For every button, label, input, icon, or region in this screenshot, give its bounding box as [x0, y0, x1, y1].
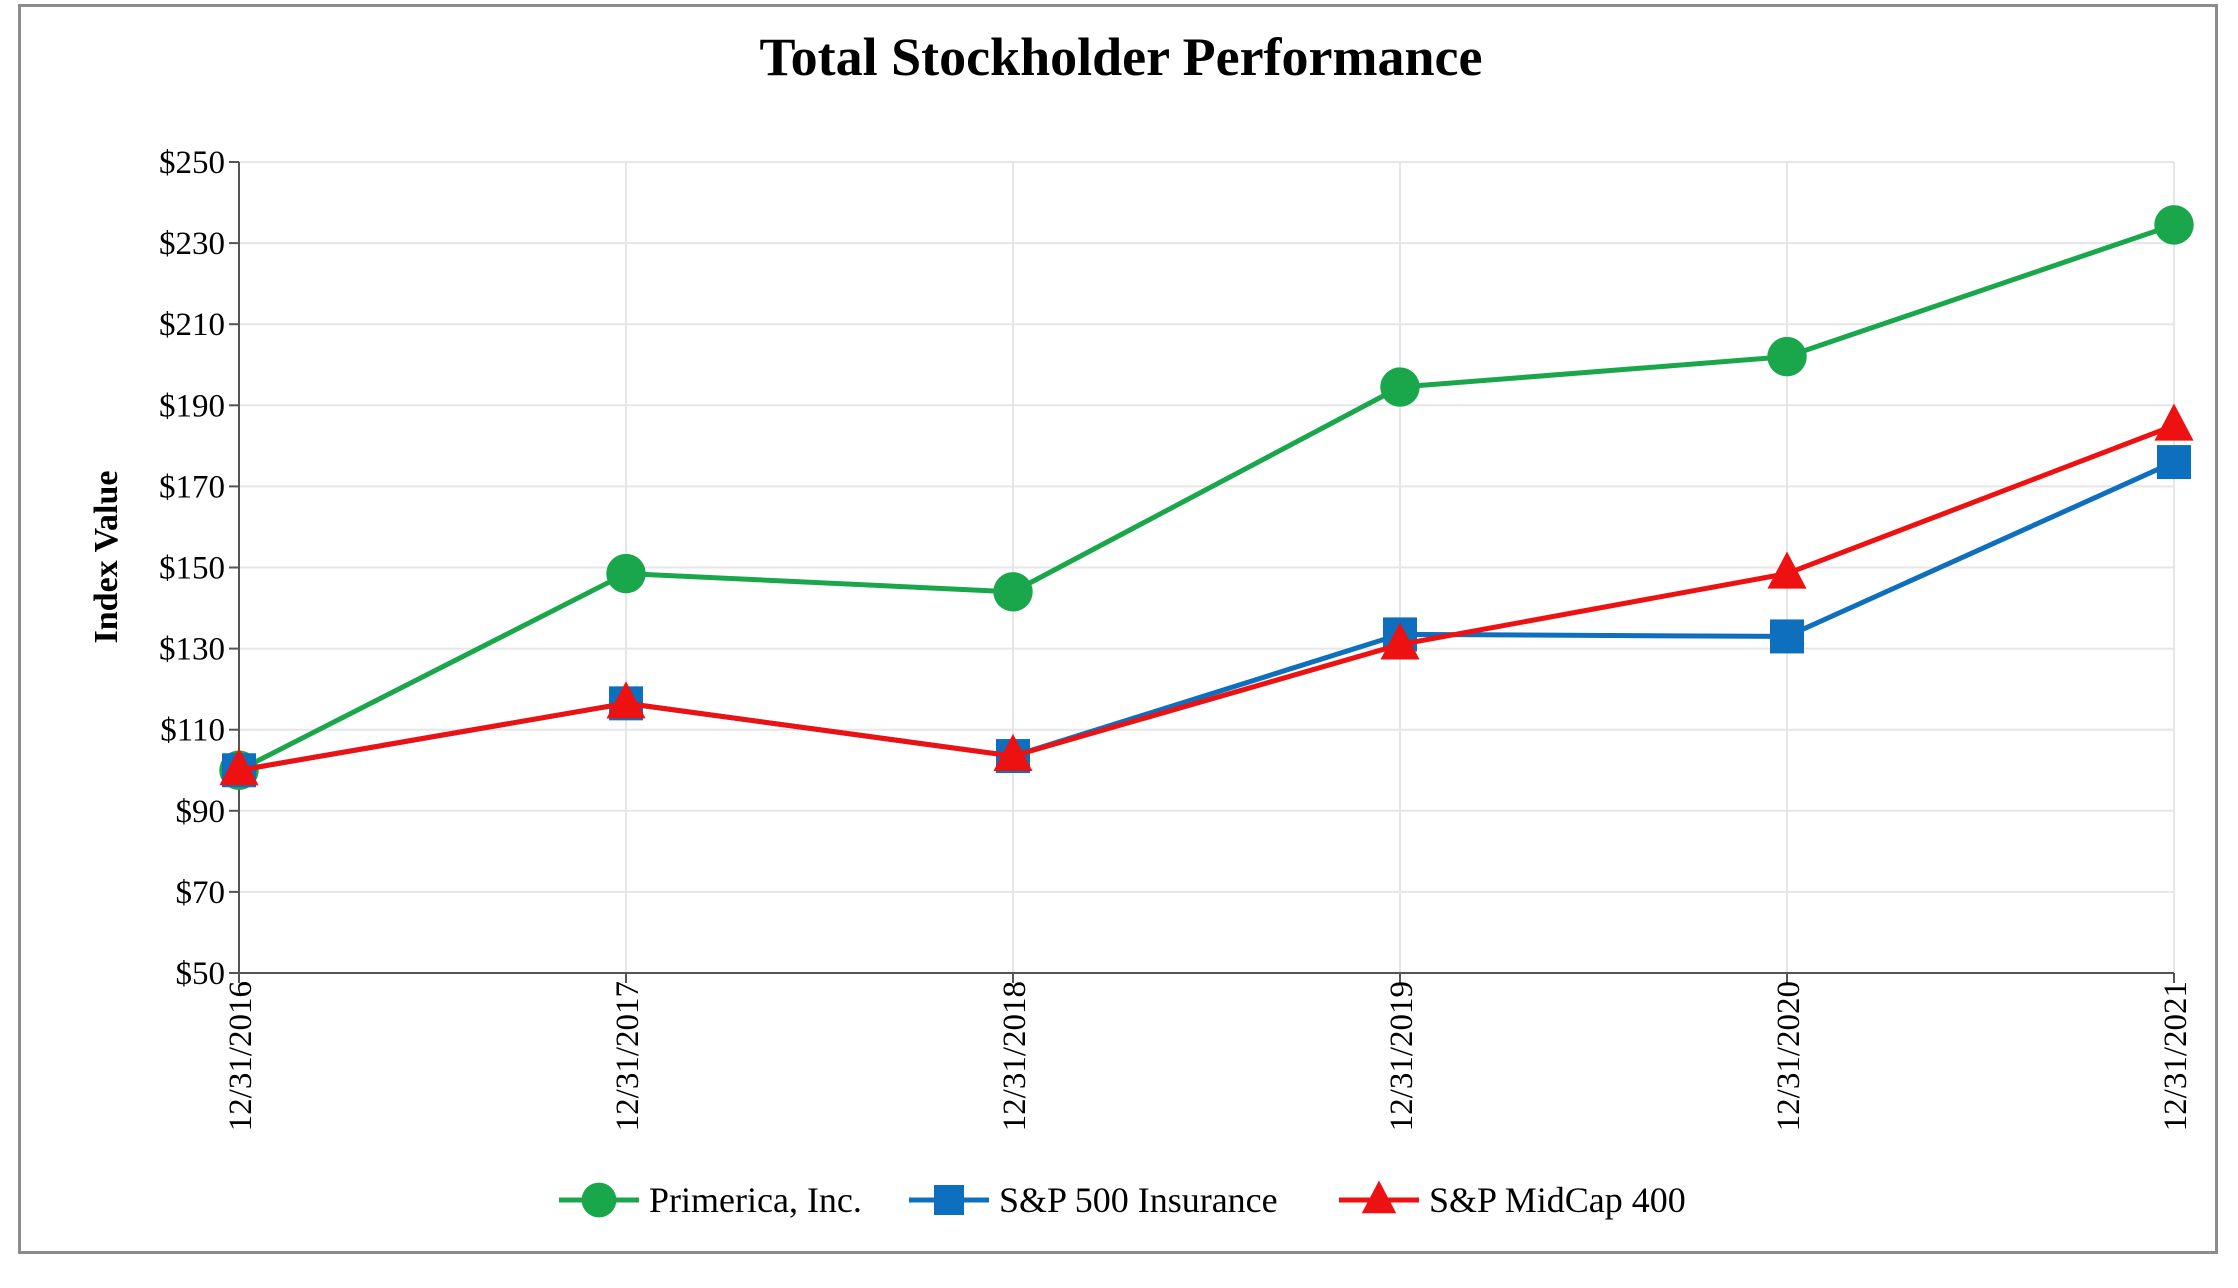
- data-point: [1380, 367, 1420, 407]
- legend-label: S&P 500 Insurance: [999, 1180, 1278, 1220]
- series-3: [219, 403, 2194, 786]
- series-layer: [219, 205, 2194, 790]
- x-tick-label: 12/31/2020: [1771, 981, 1807, 1131]
- y-tick-label: $50: [176, 956, 226, 992]
- series-2: [222, 445, 2191, 788]
- data-point: [2157, 445, 2191, 480]
- data-point: [1770, 619, 1804, 654]
- y-tick-label: $230: [159, 226, 225, 262]
- data-point: [993, 572, 1033, 612]
- legend-marker: [581, 1182, 617, 1218]
- data-point: [1380, 622, 1420, 660]
- y-tick-label: $70: [176, 875, 226, 911]
- x-tick-label: 12/31/2019: [1384, 981, 1420, 1131]
- gridlines: [239, 161, 2175, 973]
- legend-marker: [1361, 1180, 1397, 1214]
- series-line: [238, 423, 2175, 773]
- data-point: [2154, 205, 2194, 245]
- data-point: [606, 681, 646, 719]
- y-tick-label: $150: [159, 551, 225, 587]
- series-line: [237, 222, 2175, 773]
- series-line: [238, 459, 2176, 773]
- legend-item: Primerica, Inc.: [559, 1180, 862, 1220]
- legend-marker: [934, 1185, 964, 1215]
- data-point: [1767, 336, 1807, 377]
- legend-label: Primerica, Inc.: [649, 1180, 862, 1220]
- y-axis-label: Index Value: [88, 471, 125, 644]
- x-tick-label: 12/31/2018: [997, 981, 1033, 1131]
- y-tick-label: $250: [159, 145, 225, 181]
- y-tick-label: $190: [159, 388, 225, 424]
- legend-label: S&P MidCap 400: [1429, 1180, 1686, 1220]
- legend: Primerica, Inc. S&P 500 Insurance S&P MidC…: [559, 1180, 1686, 1220]
- legend-item: S&P 500 Insurance: [909, 1180, 1278, 1220]
- chart-frame: Total Stockholder Performance Index Valu…: [18, 4, 2218, 1254]
- y-tick-label: $110: [160, 713, 225, 749]
- y-tick-label: $170: [159, 469, 225, 505]
- chart-svg: Total Stockholder Performance Index Valu…: [88, 27, 2194, 1220]
- x-tick-label: 12/31/2017: [610, 981, 646, 1131]
- y-tick-label: $130: [159, 632, 225, 668]
- data-point: [219, 748, 259, 786]
- x-tick-label: 12/31/2021: [2158, 981, 2194, 1131]
- legend-item: S&P MidCap 400: [1339, 1180, 1686, 1220]
- x-tick-label: 12/31/2016: [223, 981, 259, 1131]
- chart-title: Total Stockholder Performance: [760, 27, 1483, 87]
- data-point: [2154, 403, 2194, 441]
- axes: $50 $70 $90 $110 $130 $150 $170 $190 $210 $230 $25…: [159, 145, 2194, 1131]
- data-point: [606, 553, 646, 594]
- y-tick-label: $90: [176, 794, 226, 830]
- data-point: [993, 733, 1033, 772]
- data-point: [1767, 551, 1807, 589]
- y-tick-label: $210: [159, 307, 225, 343]
